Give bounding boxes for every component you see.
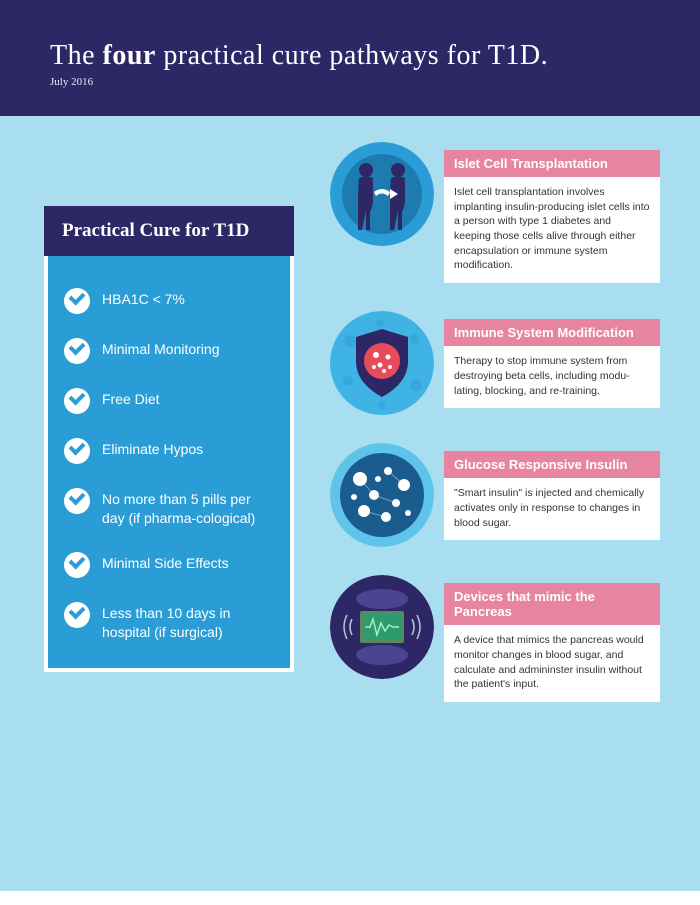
- criteria-text: Free Diet: [102, 388, 160, 409]
- pathway-title: Immune System Modification: [444, 319, 660, 346]
- pathway-text: Devices that mimic the Pancreas A device…: [444, 583, 660, 702]
- pathway-desc: Islet cell transplantation involves impl…: [444, 177, 660, 283]
- criteria-item: Eliminate Hypos: [64, 438, 274, 464]
- pathway-title: Devices that mimic the Pancreas: [444, 583, 660, 625]
- pathway-text: Islet Cell Transplantation Islet cell tr…: [444, 150, 660, 283]
- criteria-panel: Practical Cure for T1D HBA1C < 7% Minima…: [44, 206, 294, 672]
- check-icon: [64, 552, 90, 578]
- criteria-item: HBA1C < 7%: [64, 288, 274, 314]
- criteria-text: Eliminate Hypos: [102, 438, 203, 459]
- pathways-column: Islet Cell Transplantation Islet cell tr…: [330, 142, 660, 730]
- page-title: The four practical cure pathways for T1D…: [50, 40, 650, 72]
- pathway-desc: "Smart insulin" is injected and chemical…: [444, 478, 660, 540]
- immune-icon: [330, 311, 434, 415]
- check-icon: [64, 338, 90, 364]
- device-icon: [330, 575, 434, 679]
- pathway-desc: A device that mimics the pancreas would …: [444, 625, 660, 702]
- pathway-item: Islet Cell Transplantation Islet cell tr…: [330, 142, 660, 283]
- check-icon: [64, 438, 90, 464]
- pathway-title: Glucose Responsive Insulin: [444, 451, 660, 478]
- pathway-item: Devices that mimic the Pancreas A device…: [330, 575, 660, 702]
- criteria-item: No more than 5 pills per day (if pharma-…: [64, 488, 274, 528]
- criteria-box: HBA1C < 7% Minimal Monitoring Free Diet …: [44, 256, 294, 672]
- glucose-icon: [330, 443, 434, 547]
- criteria-text: Minimal Side Effects: [102, 552, 229, 573]
- pathway-desc: Therapy to stop immune system from destr…: [444, 346, 660, 408]
- pathway-title: Islet Cell Transplantation: [444, 150, 660, 177]
- title-bold: four: [103, 40, 156, 71]
- date-label: July 2016: [50, 76, 650, 88]
- criteria-item: Less than 10 days in hospital (if surgic…: [64, 602, 274, 642]
- check-icon: [64, 288, 90, 314]
- body-area: Practical Cure for T1D HBA1C < 7% Minima…: [0, 116, 700, 891]
- pathway-text: Immune System Modification Therapy to st…: [444, 319, 660, 408]
- criteria-item: Free Diet: [64, 388, 274, 414]
- header: The four practical cure pathways for T1D…: [0, 0, 700, 116]
- criteria-text: No more than 5 pills per day (if pharma-…: [102, 488, 274, 528]
- pathway-item: Immune System Modification Therapy to st…: [330, 311, 660, 415]
- criteria-title: Practical Cure for T1D: [44, 206, 294, 256]
- title-post: practical cure pathways for T1D.: [156, 40, 548, 71]
- pathway-text: Glucose Responsive Insulin "Smart insuli…: [444, 451, 660, 540]
- criteria-text: Minimal Monitoring: [102, 338, 219, 359]
- pathway-item: Glucose Responsive Insulin "Smart insuli…: [330, 443, 660, 547]
- check-icon: [64, 602, 90, 628]
- criteria-text: Less than 10 days in hospital (if surgic…: [102, 602, 274, 642]
- title-pre: The: [50, 40, 103, 71]
- check-icon: [64, 388, 90, 414]
- check-icon: [64, 488, 90, 514]
- criteria-text: HBA1C < 7%: [102, 288, 185, 309]
- transplant-icon: [330, 142, 434, 246]
- criteria-item: Minimal Side Effects: [64, 552, 274, 578]
- criteria-item: Minimal Monitoring: [64, 338, 274, 364]
